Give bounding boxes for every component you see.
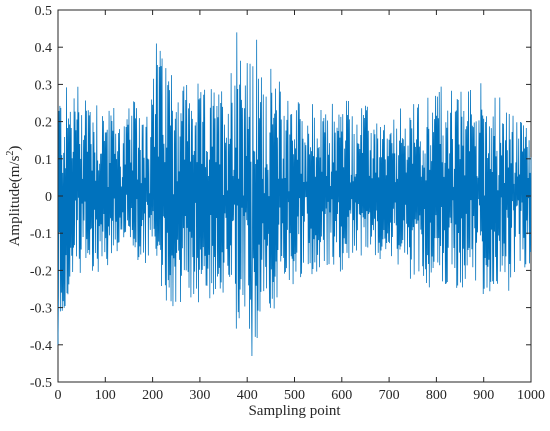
- x-tick-label: 300: [189, 388, 210, 403]
- y-tick-label: 0.1: [35, 153, 53, 168]
- axis-tick-labels: 0 100 200 300 400 500 600 700 800 900 1000 -0.5 -0.4…: [30, 4, 545, 403]
- x-tick-label: 400: [237, 388, 258, 403]
- y-tick-label: -0.3: [30, 302, 52, 317]
- series-layer: [57, 32, 532, 356]
- y-tick-label: -0.1: [30, 227, 52, 242]
- x-tick-label: 100: [95, 388, 116, 403]
- x-tick-label: 500: [284, 388, 305, 403]
- y-axis-label-close: ): [7, 146, 23, 151]
- y-tick-label: -0.2: [30, 264, 52, 279]
- y-axis-label-superscript: 2: [5, 151, 16, 156]
- x-tick-label: 700: [379, 388, 400, 403]
- signal-series-line: [57, 32, 532, 356]
- y-tick-label: 0.5: [35, 4, 53, 19]
- axis-ticks: [57, 9, 532, 383]
- y-tick-label: 0.3: [35, 78, 53, 93]
- y-tick-label: -0.4: [30, 339, 52, 354]
- y-axis-label-main: Amplitude(m/s: [7, 155, 23, 246]
- x-axis-label: Sampling point: [248, 403, 341, 419]
- x-tick-label: 1000: [517, 388, 545, 403]
- y-tick-label: 0.2: [35, 116, 53, 131]
- x-tick-label: 600: [331, 388, 352, 403]
- y-tick-label: 0: [45, 190, 52, 205]
- x-tick-label: 200: [142, 388, 163, 403]
- x-tick-label: 800: [426, 388, 447, 403]
- y-tick-label: -0.5: [30, 376, 52, 391]
- x-tick-label: 900: [473, 388, 494, 403]
- y-tick-label: 0.4: [35, 41, 53, 56]
- y-axis-label: Amplitude(m/s2): [5, 146, 24, 247]
- x-tick-label: 0: [55, 388, 62, 403]
